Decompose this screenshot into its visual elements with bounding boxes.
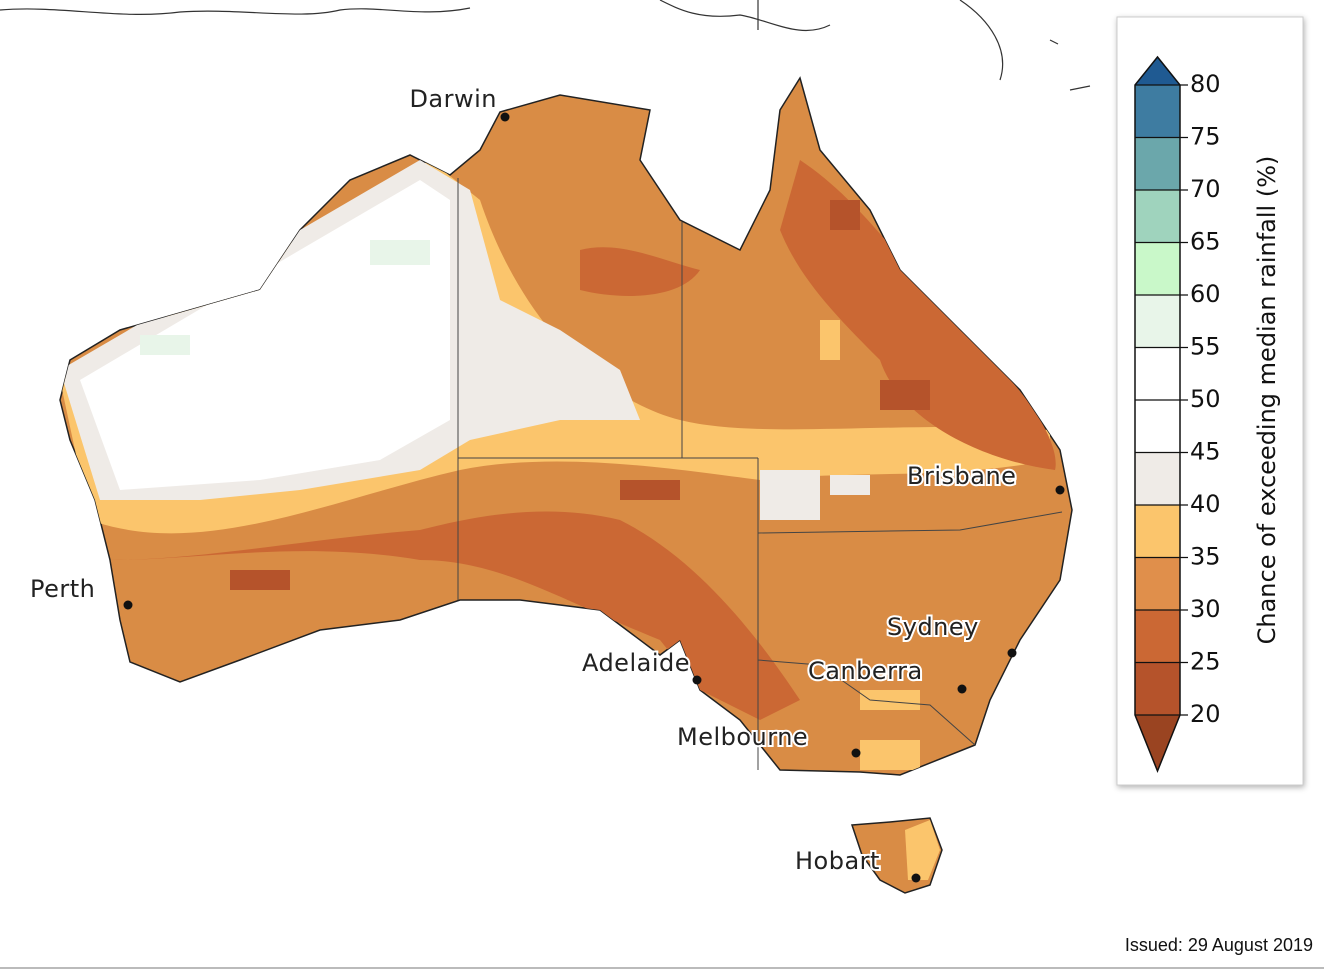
city-label: Adelaide (582, 649, 690, 677)
colorbar-tick-label: 55 (1190, 333, 1221, 361)
cities: Darwin Perth Adelaide Melbourne Canberra Sydn… (28, 83, 1065, 883)
city-dot (500, 112, 510, 122)
colorbar-bin (1135, 400, 1180, 453)
colorbar-tick-label: 65 (1190, 228, 1221, 256)
colorbar-bin (1135, 242, 1180, 295)
colorbar-tick-label: 60 (1190, 280, 1221, 308)
city-dot (1007, 648, 1017, 658)
neighbour-coastlines (0, 0, 1091, 91)
colorbar-over (1135, 57, 1180, 85)
state-borders (457, 178, 1063, 770)
rainfall-shading (60, 160, 1056, 770)
colorbar-bin (1135, 85, 1180, 138)
city-dot (911, 873, 921, 883)
colorbar-tick-label: 45 (1190, 438, 1221, 466)
colorbar-bin (1135, 137, 1180, 190)
city-dot (1055, 485, 1065, 495)
colorbar-tick-label: 70 (1190, 175, 1221, 203)
colorbar-label: Chance of exceeding median rainfall (%) (1253, 156, 1281, 645)
city-label: Perth (30, 575, 95, 603)
colorbar-under (1135, 715, 1180, 771)
city-label: Hobart (795, 847, 880, 875)
colorbar-bin (1135, 452, 1180, 505)
colorbar-tick-label: 80 (1190, 70, 1221, 98)
colorbar-bin (1135, 295, 1180, 348)
city-dot (123, 600, 133, 610)
colorbar-bin (1135, 610, 1180, 663)
colorbar-bin (1135, 190, 1180, 243)
colorbar-bin (1135, 347, 1180, 400)
colorbar-bin (1135, 662, 1180, 715)
city-label: Sydney (887, 613, 979, 641)
colorbar-tick-label: 40 (1190, 490, 1221, 518)
tasmania-shading (905, 820, 940, 880)
city-label: Darwin (409, 85, 497, 113)
city-dot (957, 684, 967, 694)
city-dot (851, 748, 861, 758)
city-label: Melbourne (677, 723, 808, 751)
colorbar-tick-label: 50 (1190, 385, 1221, 413)
city-label: Brisbane (907, 462, 1016, 490)
colorbar-tick-label: 20 (1190, 700, 1221, 728)
colorbar: 20 25 30 35 40 45 50 55 60 65 70 75 80 (1134, 55, 1221, 774)
colorbar-bin (1135, 505, 1180, 558)
issued-date: Issued: 29 August 2019 (1125, 935, 1313, 955)
city-label: Canberra (808, 657, 923, 685)
colorbar-tick-label: 30 (1190, 595, 1221, 623)
colorbar-tick-label: 75 (1190, 123, 1221, 151)
australia (59, 76, 1073, 894)
colorbar-bin (1135, 557, 1180, 610)
colorbar-tick-label: 25 (1190, 648, 1221, 676)
city-dot (692, 675, 702, 685)
colorbar-tick-label: 35 (1190, 543, 1221, 571)
